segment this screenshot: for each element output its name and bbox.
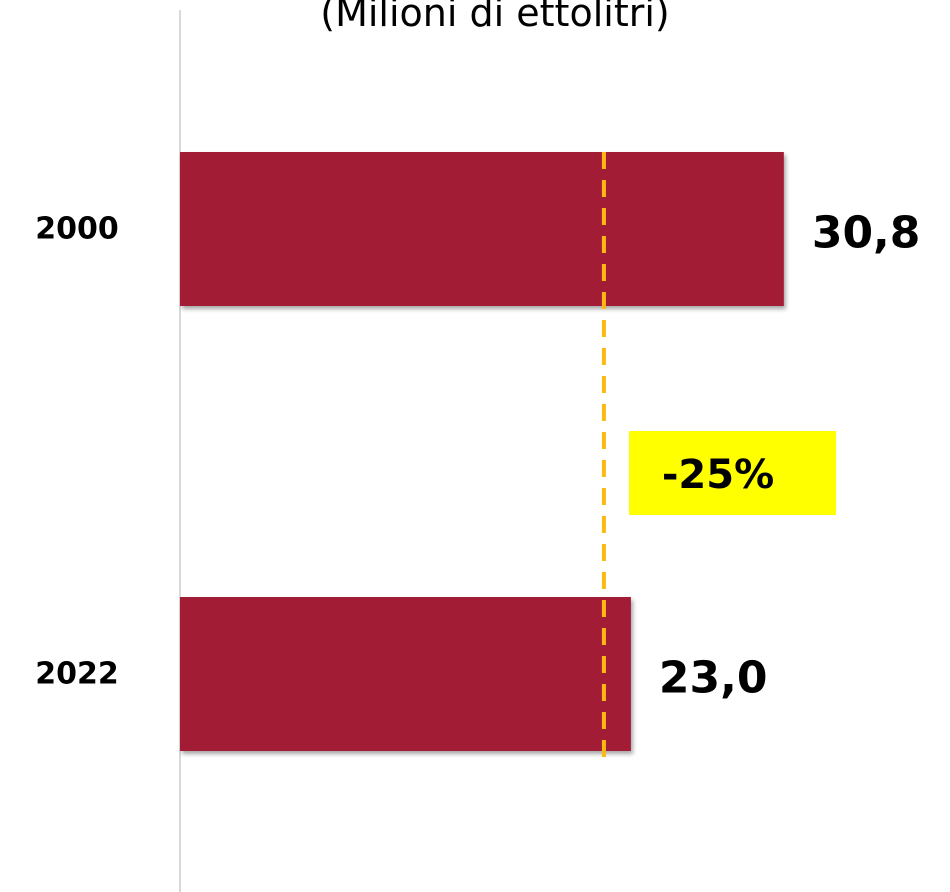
value-label-2022: 23,0 [659,653,768,704]
category-label-2022: 2022 [35,657,119,692]
labels-layer: 2000 30,8 2022 23,0 [35,208,920,704]
bars-layer [180,152,784,751]
chart-title: (Milioni di ettolitri) [320,0,669,35]
change-annotation-text: -25% [662,452,774,498]
bar-2022 [180,597,631,751]
change-annotation-box [629,431,836,515]
category-label-2000: 2000 [35,212,119,247]
value-label-2000: 30,8 [812,208,921,259]
bar-2000 [180,152,784,306]
